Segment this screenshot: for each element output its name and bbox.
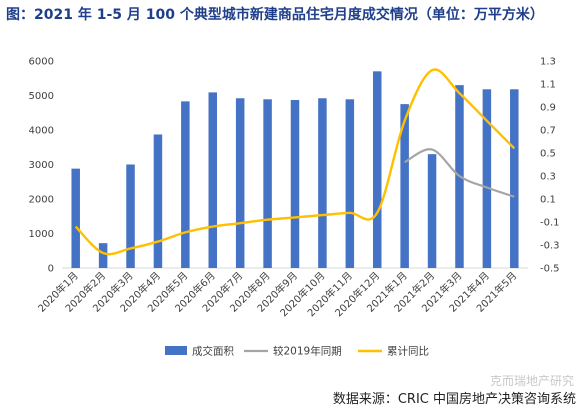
cumulative-yoy-line xyxy=(74,68,516,256)
watermark: 克而瑞地产研究 xyxy=(489,374,574,388)
legend-label: 较2019年同期 xyxy=(273,345,342,358)
bar xyxy=(263,99,272,268)
legend-item: 成交面积 xyxy=(165,345,234,358)
bar xyxy=(427,154,437,268)
legend-label: 成交面积 xyxy=(192,345,234,358)
legend-swatch xyxy=(165,346,187,355)
bar xyxy=(153,134,163,268)
bar xyxy=(181,101,190,269)
bar xyxy=(126,164,135,268)
right-axis-tick-label: 1.1 xyxy=(540,80,556,91)
legend: 成交面积 较2019年同期 累计同比 xyxy=(165,345,429,358)
right-axis-tick-label: -0.3 xyxy=(540,241,560,252)
legend-item: 累计同比 xyxy=(358,345,429,358)
bar xyxy=(400,104,409,268)
left-axis-tick-label: 0 xyxy=(48,264,54,275)
bar xyxy=(98,243,108,268)
right-axis-tick-label: -0.1 xyxy=(540,218,560,229)
bar xyxy=(208,92,218,269)
bar xyxy=(290,99,300,268)
bar xyxy=(372,71,382,268)
right-axis-tick-label: 0.1 xyxy=(540,195,556,206)
chart-title: 图：2021 年 1-5 月 100 个典型城市新建商品住宅月度成交情况（单位：… xyxy=(6,7,544,23)
left-axis-tick-label: 1000 xyxy=(29,229,54,240)
bar xyxy=(345,99,355,268)
right-axis-tick-label: 0.3 xyxy=(540,172,556,183)
legend-item: 较2019年同期 xyxy=(244,345,342,358)
source-note: 数据来源：CRIC 中国房地产决策咨询系统 xyxy=(332,392,576,407)
left-axis-tick-label: 4000 xyxy=(29,126,54,137)
right-axis-tick-label: 0.9 xyxy=(540,103,556,114)
line-series xyxy=(74,68,516,256)
left-axis-tick-label: 6000 xyxy=(29,57,54,68)
bar xyxy=(71,168,80,268)
left-axis-tick-label: 2000 xyxy=(29,195,54,206)
bar xyxy=(482,89,492,268)
yoy-2019-line xyxy=(404,148,515,198)
right-axis-tick-label: -0.5 xyxy=(540,264,560,275)
bar xyxy=(235,98,245,268)
left-axis-tick-label: 5000 xyxy=(29,91,54,102)
right-axis-tick-label: 1.3 xyxy=(540,57,556,68)
bar xyxy=(510,89,519,268)
bar xyxy=(318,98,327,268)
left-axis-tick-label: 3000 xyxy=(29,160,54,171)
right-axis-tick-label: 0.7 xyxy=(540,126,556,137)
right-axis-tick-label: 0.5 xyxy=(540,149,556,160)
legend-label: 累计同比 xyxy=(387,345,429,358)
x-tick-labels: 2020年1月2020年2月2020年3月2020年4月2020年5月2020年… xyxy=(35,269,519,319)
